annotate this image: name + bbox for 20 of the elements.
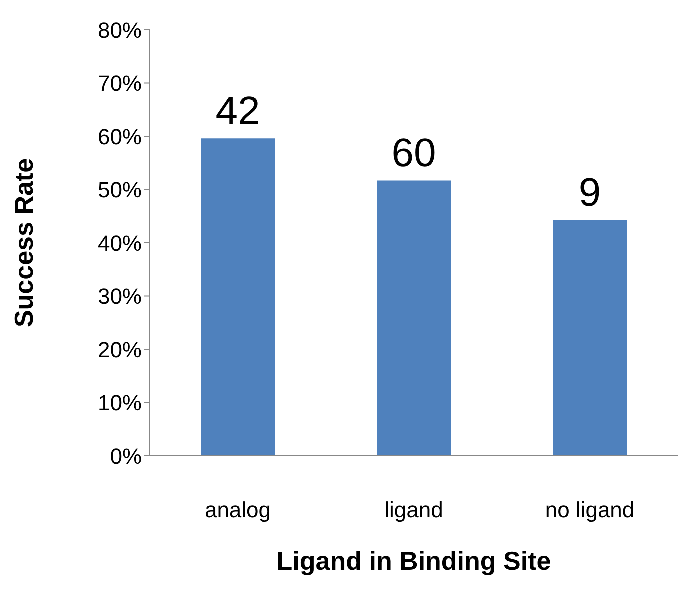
x-tick-label: no ligand [545, 498, 635, 523]
bar [377, 180, 452, 456]
y-tick-label: 20% [98, 337, 142, 362]
annotation: 42 [216, 90, 260, 134]
x-tick-label: analog [204, 498, 272, 523]
y-axis-title: Success Rate [9, 158, 40, 328]
y-tick-label: 40% [98, 230, 142, 256]
y-tick-label: 10% [98, 390, 142, 416]
y-tick-label: 0% [110, 444, 142, 469]
annotation: 9 [578, 171, 602, 216]
y-tick-label: 80% [98, 18, 142, 43]
annotation: 60 [392, 132, 436, 176]
y-tick-label: 60% [98, 124, 142, 150]
y-tick-label: 70% [98, 71, 142, 96]
bar [553, 220, 628, 456]
y-tick-label: 50% [98, 178, 142, 203]
y-tick-label: 30% [98, 284, 142, 310]
bar [201, 138, 276, 456]
x-tick-label: ligand [384, 498, 444, 523]
x-axis-title: Ligand in Binding Site [276, 546, 552, 576]
